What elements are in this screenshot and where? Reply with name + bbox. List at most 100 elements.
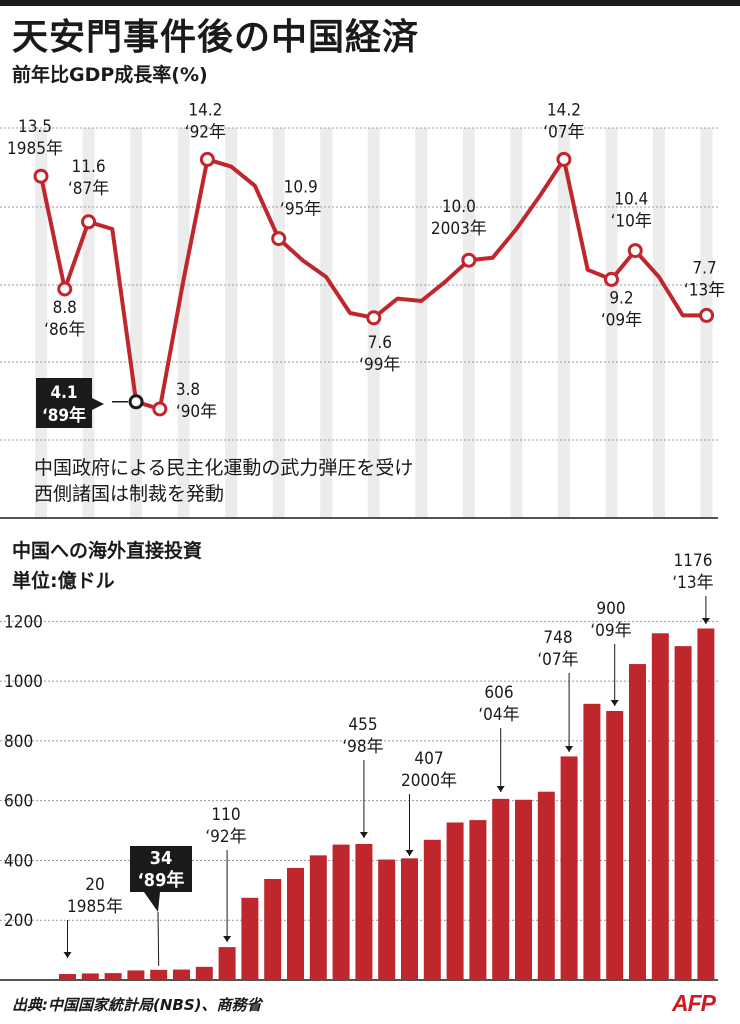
fdi-label-year-1998: ‘98年 (342, 737, 383, 757)
fdi-bar-2011 (651, 633, 669, 980)
fdi-bar-1986 (81, 973, 99, 980)
gdp-stripe-2003 (462, 128, 475, 518)
gdp-label-value-1995: 10.9 (284, 178, 318, 198)
gdp-label-year-2003: 2003年 (431, 219, 487, 239)
fdi-label-year-2004: ‘04年 (478, 705, 519, 725)
fdi-bar-1988 (127, 970, 145, 980)
gdp-stripe-2007 (557, 128, 570, 518)
gdp-label-year-1989: ‘89年 (42, 405, 86, 426)
gdp-point-2009 (603, 271, 619, 287)
gdp-stripe-1993 (225, 128, 238, 518)
gdp-stripe-1991 (177, 128, 190, 518)
fdi-bar-2006 (537, 791, 555, 980)
fdi-label-year-2000: 2000年 (401, 771, 457, 791)
gdp-stripe-1997 (320, 128, 333, 518)
fdi-bar-1997 (332, 844, 350, 980)
gdp-callout-arrow-1989 (92, 398, 104, 410)
fdi-bar-1992 (218, 947, 236, 980)
gdp-label-year-1987: ‘87年 (68, 179, 109, 199)
fdi-bars (59, 628, 715, 980)
gdp-label-value-2010: 10.4 (614, 190, 648, 210)
fdi-label-year-2013: ‘13年 (672, 573, 713, 593)
gdp-stripe-2009 (605, 128, 618, 518)
gdp-stripe-2001 (415, 128, 428, 518)
fdi-bar-2001 (423, 839, 441, 980)
fdi-bar-2012 (674, 646, 692, 980)
fdi-subtitle: 中国への海外直接投資 (12, 540, 203, 562)
fdi-bar-2004 (492, 798, 510, 980)
gdp-label-value-2013: 7.7 (692, 258, 716, 278)
gdp-label-year-1992: ‘92年 (185, 122, 226, 142)
fdi-bar-1993 (241, 897, 259, 980)
fdi-label-value-2004: 606 (484, 683, 513, 703)
fdi-label-value-1989: 34 (150, 848, 173, 869)
gdp-label-year-2007: ‘07年 (543, 122, 584, 142)
fdi-bar-2010 (629, 664, 646, 980)
gdp-label-value-2003: 10.0 (442, 197, 476, 217)
fdi-arrowhead-1998 (359, 832, 368, 838)
gdp-label-year-1985: 1985年 (7, 139, 63, 159)
gdp-point-1985 (33, 168, 49, 184)
fdi-bar-2007 (560, 756, 578, 980)
fdi-y-tick-labels: 200 400 600 800 1000 1200 (4, 612, 43, 931)
afp-logo: AFP (672, 990, 716, 1016)
fdi-arrowhead-1992 (223, 936, 232, 942)
gdp-gridlines (0, 127, 718, 519)
fdi-callout-leader-1989 (157, 911, 160, 966)
fdi-arrowhead-2013 (701, 618, 710, 624)
gdp-point-2010 (627, 243, 643, 259)
gdp-label-value-1987: 11.6 (72, 157, 106, 177)
gdp-point-1987 (81, 214, 97, 230)
fdi-bar-1987 (104, 973, 122, 980)
fdi-label-value-1992: 110 (211, 805, 240, 825)
fdi-label-value-1998: 455 (348, 715, 377, 735)
page-title: 天安門事件後の中国経済 (12, 17, 420, 58)
gdp-label-year-1999: ‘99年 (359, 355, 400, 375)
fdi-bar-1995 (287, 867, 304, 980)
fdi-label-value-2009: 900 (596, 599, 625, 619)
gdp-label-value-1989: 4.1 (50, 383, 77, 403)
gdp-label-value-2009: 9.2 (609, 288, 633, 308)
fdi-bar-2000 (401, 858, 418, 980)
gdp-point-2013 (699, 307, 715, 323)
gdp-label-year-1995: ‘95年 (280, 200, 321, 220)
gdp-note-line2: 西側諸国は制裁を発動 (34, 483, 224, 505)
gdp-data-points (33, 151, 715, 417)
gdp-label-value-1999: 7.6 (368, 333, 392, 353)
fdi-bar-2013 (697, 628, 715, 980)
fdi-unit-label: 単位:億ドル (12, 570, 115, 592)
gdp-note-line1: 中国政府による民主化運動の武力弾圧を受け (34, 457, 413, 479)
fdi-bar-1999 (378, 859, 396, 980)
fdi-bar-1990 (173, 969, 190, 980)
fdi-label-year-1985: 1985年 (67, 897, 123, 917)
fdi-label-value-1985: 20 (85, 875, 104, 895)
gdp-subtitle: 前年比GDP成長率(%) (12, 64, 208, 86)
fdi-label-year-1992: ‘92年 (205, 827, 246, 847)
gdp-label-year-1990: ‘90年 (176, 402, 217, 422)
fdi-arrowhead-2000 (405, 850, 414, 856)
gdp-point-1995 (271, 231, 287, 247)
fdi-ytick-600: 600 (4, 792, 33, 812)
fdi-bar-1989 (150, 969, 168, 980)
source-credit: 出典:中国国家統計局(NBS)、商務省 (12, 996, 262, 1014)
gdp-point-2007 (556, 151, 572, 167)
gdp-label-value-2007: 14.2 (547, 100, 581, 120)
gdp-label-value-1985: 13.5 (18, 117, 52, 137)
gdp-point-1986 (57, 281, 73, 297)
gdp-label-year-2009: ‘09年 (601, 310, 642, 330)
fdi-ytick-1200: 1200 (4, 612, 43, 632)
fdi-label-year-1989: ‘89年 (138, 869, 185, 891)
gdp-label-value-1990: 3.8 (176, 380, 200, 400)
fdi-callout-box-1989 (130, 846, 192, 892)
fdi-label-value-2013: 1176 (674, 551, 713, 571)
gdp-stripe-1995 (272, 128, 285, 518)
gdp-label-year-1986: ‘86年 (44, 320, 85, 340)
fdi-label-year-2007: ‘07年 (537, 650, 578, 670)
fdi-ytick-400: 400 (4, 851, 33, 871)
gdp-point-1999 (366, 310, 382, 326)
gdp-stripe-2013 (700, 128, 713, 518)
fdi-ytick-800: 800 (4, 732, 33, 752)
